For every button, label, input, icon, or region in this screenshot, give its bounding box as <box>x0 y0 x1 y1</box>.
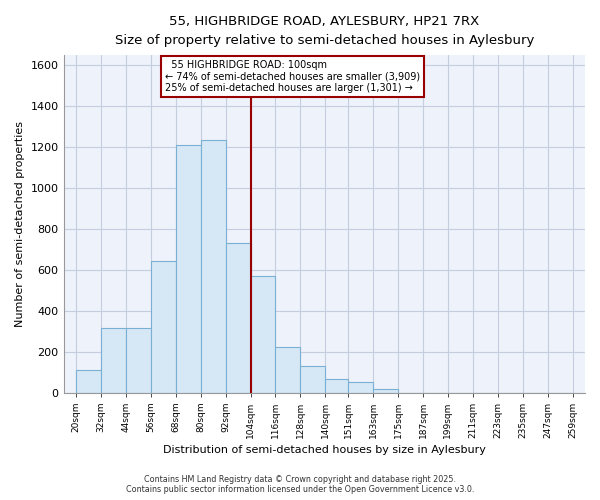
Bar <box>176 145 200 392</box>
Bar <box>348 382 373 392</box>
Bar <box>126 328 151 392</box>
Bar <box>325 380 348 392</box>
Text: Contains HM Land Registry data © Crown copyright and database right 2025.
Contai: Contains HM Land Registry data © Crown c… <box>126 474 474 494</box>
Bar <box>275 346 301 393</box>
Bar <box>301 366 325 392</box>
Bar <box>76 370 101 392</box>
Bar <box>151 260 176 392</box>
X-axis label: Distribution of semi-detached houses by size in Aylesbury: Distribution of semi-detached houses by … <box>163 445 486 455</box>
Bar <box>226 244 251 392</box>
Bar <box>373 388 398 392</box>
Title: 55, HIGHBRIDGE ROAD, AYLESBURY, HP21 7RX
Size of property relative to semi-detac: 55, HIGHBRIDGE ROAD, AYLESBURY, HP21 7RX… <box>115 15 534 47</box>
Y-axis label: Number of semi-detached properties: Number of semi-detached properties <box>15 121 25 327</box>
Bar <box>251 276 275 392</box>
Bar <box>200 140 226 392</box>
Text: 55 HIGHBRIDGE ROAD: 100sqm
← 74% of semi-detached houses are smaller (3,909)
25%: 55 HIGHBRIDGE ROAD: 100sqm ← 74% of semi… <box>165 60 421 94</box>
Bar <box>101 328 126 392</box>
